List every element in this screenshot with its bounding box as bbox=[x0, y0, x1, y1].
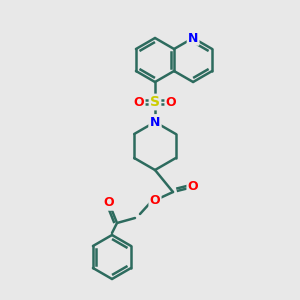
Text: O: O bbox=[166, 95, 176, 109]
Text: O: O bbox=[104, 196, 114, 209]
Text: N: N bbox=[150, 116, 160, 128]
Text: N: N bbox=[150, 116, 160, 128]
Text: S: S bbox=[150, 95, 160, 109]
Text: O: O bbox=[150, 194, 160, 206]
Text: O: O bbox=[134, 95, 144, 109]
Text: N: N bbox=[188, 32, 198, 44]
Text: O: O bbox=[188, 181, 198, 194]
